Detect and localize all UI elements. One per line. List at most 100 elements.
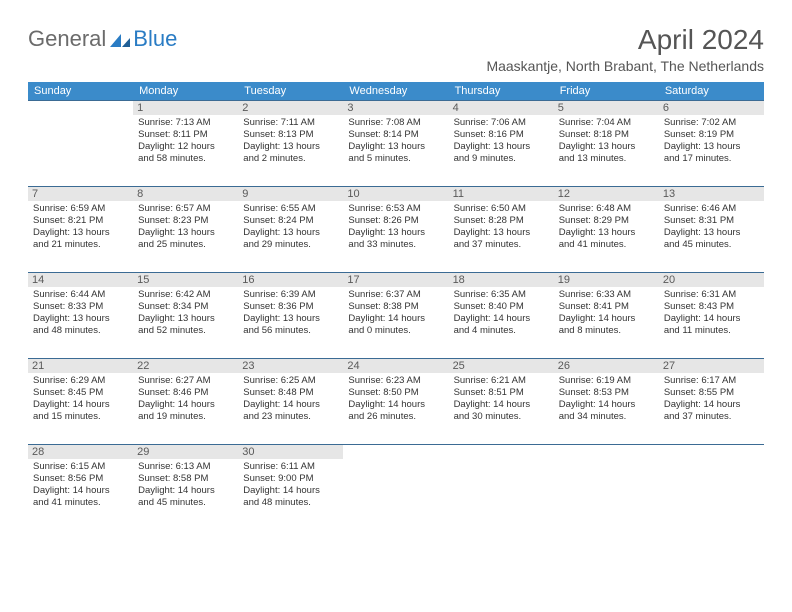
day-details: Sunrise: 6:31 AMSunset: 8:43 PMDaylight:… <box>664 289 759 337</box>
title-block: April 2024 Maaskantje, North Brabant, Th… <box>486 24 764 74</box>
day-detail-line: and 8 minutes. <box>559 325 654 337</box>
calendar-day-cell: 22 Sunrise: 6:27 AMSunset: 8:46 PMDayligh… <box>133 359 238 445</box>
day-number: 24 <box>343 359 448 373</box>
day-detail-line: Sunset: 8:51 PM <box>454 387 549 399</box>
day-detail-line: Daylight: 14 hours <box>664 399 759 411</box>
day-detail-line: Daylight: 13 hours <box>243 141 338 153</box>
day-detail-line: Sunset: 8:53 PM <box>559 387 654 399</box>
day-detail-line: and 52 minutes. <box>138 325 233 337</box>
day-number: 20 <box>659 273 764 287</box>
day-detail-line: Sunset: 8:43 PM <box>664 301 759 313</box>
day-details: Sunrise: 6:29 AMSunset: 8:45 PMDaylight:… <box>33 375 128 423</box>
day-detail-line: Sunrise: 6:11 AM <box>243 461 338 473</box>
day-details: Sunrise: 6:55 AMSunset: 8:24 PMDaylight:… <box>243 203 338 251</box>
day-number: 26 <box>554 359 659 373</box>
day-detail-line: and 37 minutes. <box>664 411 759 423</box>
day-detail-line: Sunrise: 6:15 AM <box>33 461 128 473</box>
day-detail-line: and 41 minutes. <box>559 239 654 251</box>
day-detail-line: Daylight: 14 hours <box>33 399 128 411</box>
day-details: Sunrise: 6:27 AMSunset: 8:46 PMDaylight:… <box>138 375 233 423</box>
day-details: Sunrise: 6:39 AMSunset: 8:36 PMDaylight:… <box>243 289 338 337</box>
day-detail-line: Sunset: 8:55 PM <box>664 387 759 399</box>
day-number: 5 <box>554 101 659 115</box>
day-details: Sunrise: 6:35 AMSunset: 8:40 PMDaylight:… <box>454 289 549 337</box>
day-detail-line: and 19 minutes. <box>138 411 233 423</box>
day-detail-line: Daylight: 14 hours <box>138 399 233 411</box>
day-detail-line: Daylight: 14 hours <box>243 399 338 411</box>
day-details: Sunrise: 6:57 AMSunset: 8:23 PMDaylight:… <box>138 203 233 251</box>
location-text: Maaskantje, North Brabant, The Netherlan… <box>486 58 764 74</box>
calendar-day-cell: 29Sunrise: 6:13 AMSunset: 8:58 PMDayligh… <box>133 445 238 531</box>
day-detail-line: and 2 minutes. <box>243 153 338 165</box>
day-detail-line: Sunset: 8:26 PM <box>348 215 443 227</box>
day-detail-line: and 11 minutes. <box>664 325 759 337</box>
day-number: 6 <box>659 101 764 115</box>
day-detail-line: Daylight: 13 hours <box>559 227 654 239</box>
calendar-day-cell: 26Sunrise: 6:19 AMSunset: 8:53 PMDayligh… <box>554 359 659 445</box>
weekday-header: Wednesday <box>343 82 448 101</box>
day-detail-line: and 13 minutes. <box>559 153 654 165</box>
calendar-day-cell: 15Sunrise: 6:42 AMSunset: 8:34 PMDayligh… <box>133 273 238 359</box>
day-detail-line: Daylight: 13 hours <box>33 313 128 325</box>
day-detail-line: Sunset: 8:45 PM <box>33 387 128 399</box>
day-detail-line: Sunrise: 6:48 AM <box>559 203 654 215</box>
day-details: Sunrise: 6:48 AMSunset: 8:29 PMDaylight:… <box>559 203 654 251</box>
day-details: Sunrise: 6:17 AMSunset: 8:55 PMDaylight:… <box>664 375 759 423</box>
day-number: 27 <box>659 359 764 373</box>
day-detail-line: Daylight: 13 hours <box>454 227 549 239</box>
day-detail-line: and 30 minutes. <box>454 411 549 423</box>
calendar-day-cell: 6Sunrise: 7:02 AMSunset: 8:19 PMDaylight… <box>659 101 764 187</box>
day-detail-line: Sunrise: 7:13 AM <box>138 117 233 129</box>
day-detail-line: Daylight: 13 hours <box>243 313 338 325</box>
day-number: 14 <box>28 273 133 287</box>
calendar-week-row: 28Sunrise: 6:15 AMSunset: 8:56 PMDayligh… <box>28 445 764 531</box>
day-detail-line: and 34 minutes. <box>559 411 654 423</box>
day-details: Sunrise: 6:25 AMSunset: 8:48 PMDaylight:… <box>243 375 338 423</box>
logo-text-blue: Blue <box>133 26 177 52</box>
weekday-header: Sunday <box>28 82 133 101</box>
day-number: 25 <box>449 359 554 373</box>
day-detail-line: Sunrise: 7:04 AM <box>559 117 654 129</box>
day-number: 9 <box>238 187 343 201</box>
day-detail-line: Sunset: 8:33 PM <box>33 301 128 313</box>
day-detail-line: Sunset: 8:24 PM <box>243 215 338 227</box>
day-detail-line: Sunset: 8:40 PM <box>454 301 549 313</box>
day-detail-line: Sunset: 8:31 PM <box>664 215 759 227</box>
day-number: 11 <box>449 187 554 201</box>
header: General Blue April 2024 Maaskantje, Nort… <box>28 24 764 74</box>
day-details: Sunrise: 6:42 AMSunset: 8:34 PMDaylight:… <box>138 289 233 337</box>
calendar-day-cell: 11 Sunrise: 6:50 AMSunset: 8:28 PMDayligh… <box>449 187 554 273</box>
day-number: 22 <box>133 359 238 373</box>
day-detail-line: Sunrise: 6:57 AM <box>138 203 233 215</box>
calendar-day-cell: 24Sunrise: 6:23 AMSunset: 8:50 PMDayligh… <box>343 359 448 445</box>
day-detail-line: Daylight: 13 hours <box>454 141 549 153</box>
weekday-header: Thursday <box>449 82 554 101</box>
day-detail-line: Daylight: 14 hours <box>454 313 549 325</box>
day-details: Sunrise: 6:50 AMSunset: 8:28 PMDaylight:… <box>454 203 549 251</box>
day-detail-line: Sunrise: 6:55 AM <box>243 203 338 215</box>
day-detail-line: Daylight: 13 hours <box>664 227 759 239</box>
day-details: Sunrise: 6:21 AMSunset: 8:51 PMDaylight:… <box>454 375 549 423</box>
day-detail-line: Sunrise: 6:23 AM <box>348 375 443 387</box>
calendar-day-cell: 12Sunrise: 6:48 AMSunset: 8:29 PMDayligh… <box>554 187 659 273</box>
day-detail-line: and 4 minutes. <box>454 325 549 337</box>
day-details: Sunrise: 6:11 AMSunset: 9:00 PMDaylight:… <box>243 461 338 509</box>
calendar-day-cell: 18Sunrise: 6:35 AMSunset: 8:40 PMDayligh… <box>449 273 554 359</box>
day-detail-line: Daylight: 14 hours <box>559 399 654 411</box>
day-number: 8 <box>133 187 238 201</box>
day-detail-line: Daylight: 13 hours <box>664 141 759 153</box>
calendar-body: 1Sunrise: 7:13 AMSunset: 8:11 PMDaylight… <box>28 101 764 531</box>
day-number: 2 <box>238 101 343 115</box>
day-detail-line: Sunset: 8:48 PM <box>243 387 338 399</box>
day-detail-line: and 5 minutes. <box>348 153 443 165</box>
day-detail-line: Daylight: 14 hours <box>348 399 443 411</box>
calendar-day-cell: 13Sunrise: 6:46 AMSunset: 8:31 PMDayligh… <box>659 187 764 273</box>
day-details: Sunrise: 6:13 AMSunset: 8:58 PMDaylight:… <box>138 461 233 509</box>
day-detail-line: Sunrise: 6:37 AM <box>348 289 443 301</box>
day-detail-line: Sunrise: 6:35 AM <box>454 289 549 301</box>
day-details: Sunrise: 6:44 AMSunset: 8:33 PMDaylight:… <box>33 289 128 337</box>
calendar-day-cell: 28Sunrise: 6:15 AMSunset: 8:56 PMDayligh… <box>28 445 133 531</box>
day-number: 21 <box>28 359 133 373</box>
calendar-day-cell: 7Sunrise: 6:59 AMSunset: 8:21 PMDaylight… <box>28 187 133 273</box>
day-detail-line: and 21 minutes. <box>33 239 128 251</box>
